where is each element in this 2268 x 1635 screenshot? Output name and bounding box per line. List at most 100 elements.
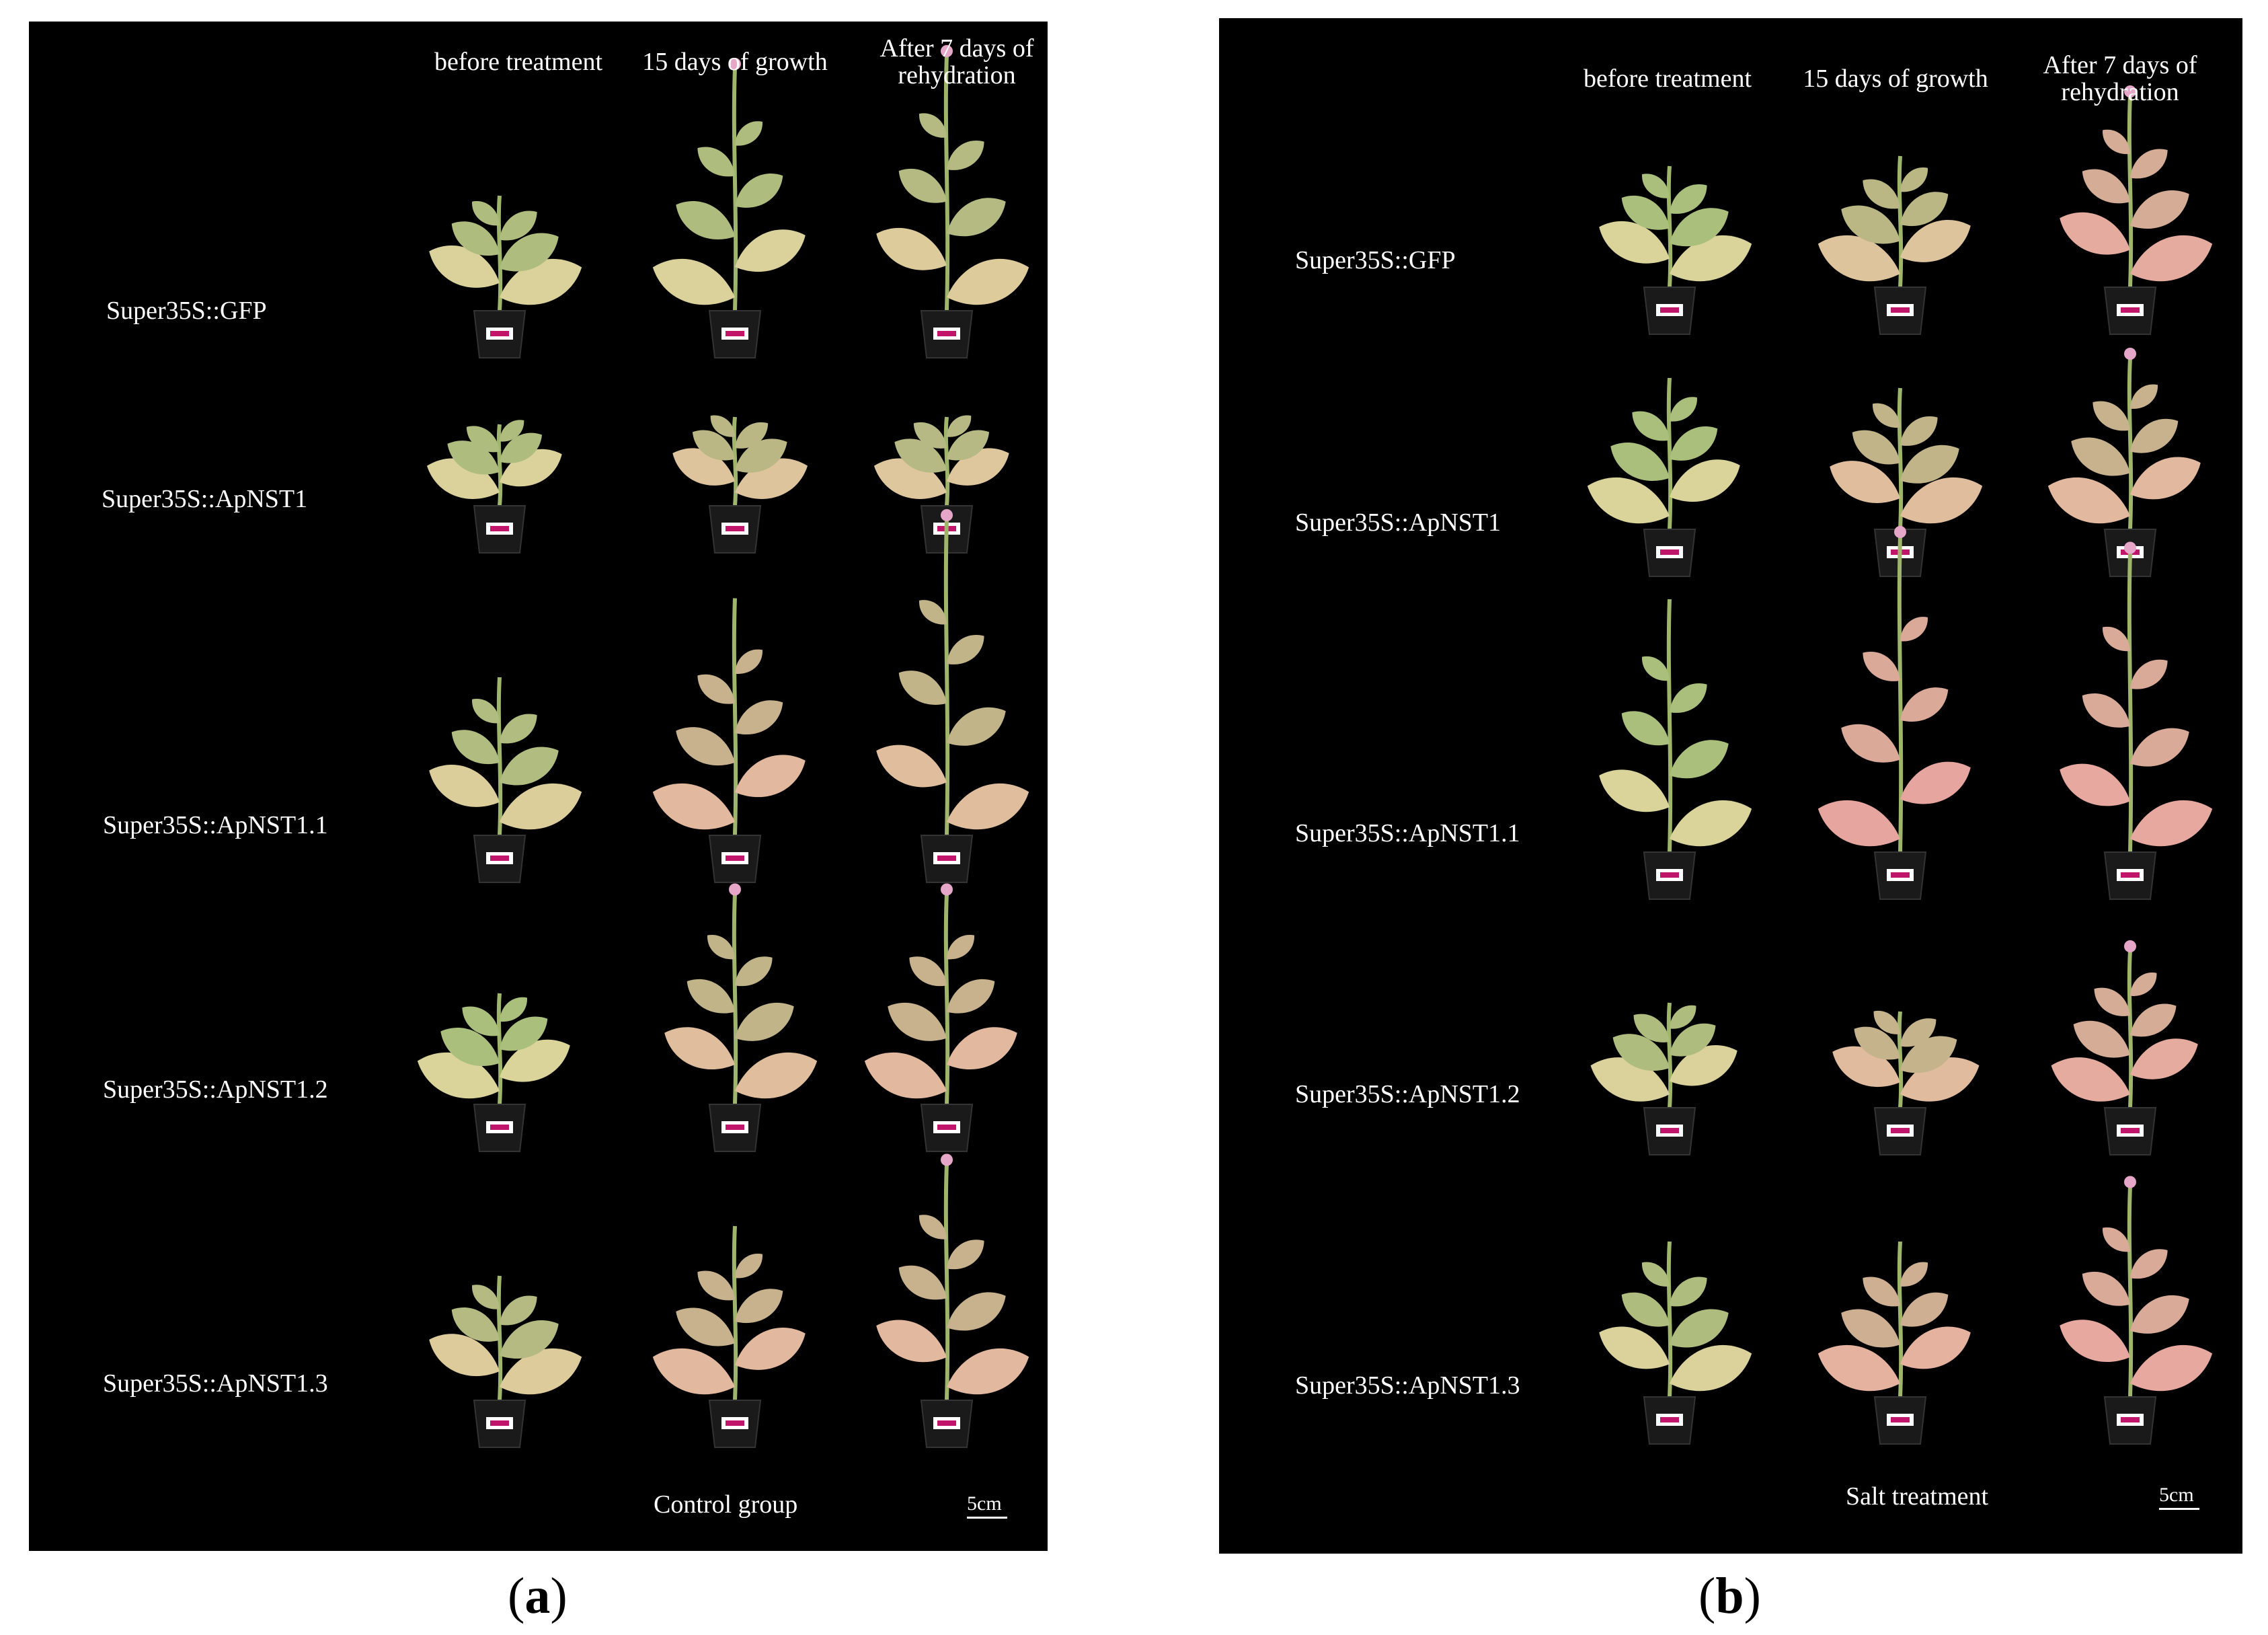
scale-bar [967, 1517, 1007, 1519]
stem [943, 519, 950, 836]
leaf [947, 1292, 1006, 1331]
leaf [2130, 457, 2201, 500]
leaf [947, 783, 1029, 830]
column-header-before-treatment: before treatment [1583, 65, 1752, 93]
leaf [947, 258, 1029, 305]
leaf [2082, 1271, 2130, 1306]
plant [652, 58, 806, 358]
leaf [876, 228, 947, 270]
plant [426, 420, 562, 554]
pot-tag-mark [937, 855, 956, 861]
scale-bar [2159, 1508, 2199, 1510]
leaf [429, 1334, 500, 1377]
stem [732, 1225, 738, 1401]
stem [496, 677, 503, 836]
flower [2124, 85, 2136, 98]
leaf [2130, 1038, 2198, 1079]
leaf [909, 956, 947, 987]
leaf [652, 258, 735, 305]
pot-tag-mark [1891, 872, 1910, 878]
leaf [898, 168, 947, 203]
stem [1897, 155, 1904, 288]
leaf [2093, 401, 2130, 431]
leaf [947, 198, 1006, 237]
stem [496, 1275, 503, 1401]
leaf [2103, 626, 2130, 652]
pot-tag-mark [937, 1420, 956, 1426]
plant [652, 1225, 806, 1448]
leaf [1863, 179, 1900, 209]
leaf [947, 430, 990, 461]
column-header-15-days: 15 days of growth [1803, 65, 1988, 93]
leaf [1863, 652, 1900, 681]
leaf [735, 439, 787, 473]
pot-tag-mark [1660, 549, 1679, 555]
leaf [1670, 235, 1752, 282]
stem [943, 54, 950, 311]
stem [1666, 599, 1673, 853]
leaf [947, 1240, 984, 1270]
plant [429, 195, 582, 358]
row-label-apnst1-3: Super35S::ApNST1.3 [1295, 1371, 1520, 1400]
leaf [947, 1027, 1017, 1069]
leaf [1817, 800, 1900, 847]
flower [729, 883, 741, 896]
leaf [1841, 205, 1900, 244]
leaf [1670, 1344, 1752, 1392]
row-label-apnst1-1: Super35S::ApNST1.1 [103, 811, 328, 839]
flower [2124, 1176, 2136, 1188]
row-label-apnst1: Super35S::ApNST1 [102, 485, 308, 513]
leaf [864, 1052, 947, 1099]
plant [429, 677, 582, 883]
leaf [735, 700, 783, 734]
leaf [1621, 711, 1670, 746]
leaf [500, 233, 559, 272]
leaf [735, 1002, 794, 1041]
leaf [652, 783, 735, 830]
leaf [2060, 212, 2130, 255]
leaf [2103, 1227, 2130, 1252]
leaf [1599, 1326, 1670, 1369]
leaf [1612, 1034, 1670, 1071]
row-label-apnst1: Super35S::ApNST1 [1295, 508, 1501, 537]
leaf [2130, 1249, 2168, 1279]
pot-tag-mark [1660, 307, 1679, 313]
pot-tag-mark [1660, 1128, 1679, 1133]
leaf [1670, 1005, 1696, 1029]
flower [2124, 940, 2136, 952]
stem [943, 893, 950, 1105]
flower [729, 58, 741, 70]
plant [1590, 1002, 1737, 1155]
pot-tag-mark [1891, 1417, 1910, 1422]
row-label-apnst1-2: Super35S::ApNST1.2 [103, 1075, 328, 1104]
leaf [1670, 800, 1752, 847]
plant [2060, 85, 2213, 335]
stem [732, 416, 738, 506]
leaf [451, 1307, 500, 1342]
leaf [1621, 1292, 1670, 1327]
leaf [735, 1052, 818, 1099]
leaf [947, 934, 974, 960]
flower [941, 1153, 953, 1166]
leaf [1863, 1277, 1900, 1307]
leaf [500, 747, 559, 786]
leaf [466, 426, 500, 453]
leaf [1900, 416, 1938, 446]
stem [1897, 1011, 1904, 1108]
leaf [1670, 184, 1707, 214]
leaf [1670, 1045, 1737, 1086]
leaf [1621, 195, 1670, 230]
leaf [500, 997, 527, 1022]
stem [732, 893, 738, 1105]
pot-tag-mark [1660, 1417, 1679, 1422]
leaf [735, 755, 806, 798]
leaf [947, 448, 1009, 486]
plant [1587, 377, 1740, 577]
leaf [1670, 740, 1729, 779]
leaf [1900, 220, 1971, 262]
leaf [1817, 235, 1900, 282]
leaf [1900, 761, 1971, 804]
flower [941, 509, 953, 521]
pot-tag-mark [726, 1125, 744, 1130]
